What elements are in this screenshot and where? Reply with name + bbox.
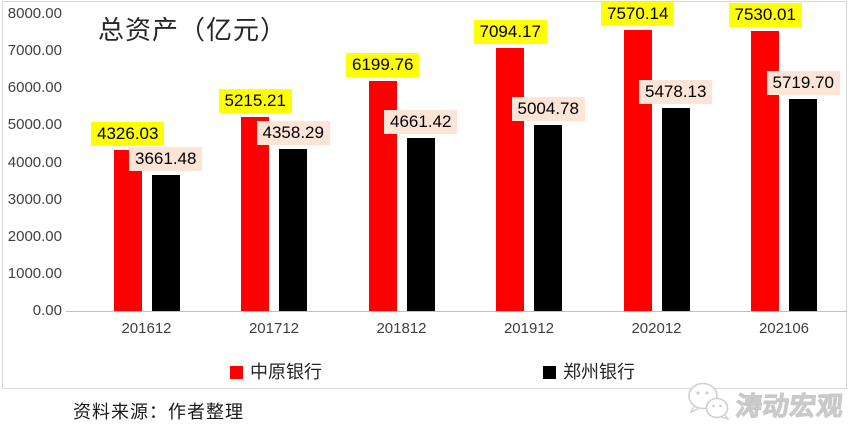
x-axis-tick-label: 201712 — [248, 320, 300, 337]
x-axis-tick-label: 201612 — [121, 320, 172, 337]
bar-zhongyuan-bank-201612 — [113, 150, 142, 311]
bar-zhengzhou-bank-201612 — [151, 175, 180, 311]
legend-label-zhongyuan-bank: 中原银行 — [250, 362, 322, 382]
bar-value-label-zhengzhou-bank-201712: 4358.29 — [256, 121, 330, 146]
legend-swatch-zhongyuan-bank — [230, 365, 243, 379]
legend-swatch-zhengzhou-bank — [543, 365, 556, 379]
y-axis-tick-label: 2000.00 — [7, 227, 62, 245]
y-axis-tick-label: 8000.00 — [7, 5, 62, 22]
legend-label-zhengzhou-bank: 郑州银行 — [563, 362, 635, 382]
bar-value-label-zhongyuan-bank-201912: 7094.17 — [473, 19, 547, 44]
x-axis-tick-label: 201812 — [376, 320, 427, 337]
watermark-text: 涛动宏观 — [734, 392, 846, 422]
x-axis-tick-label: 201912 — [503, 320, 555, 337]
watermark: 涛动宏观 — [684, 380, 846, 429]
x-axis-tick-label: 202012 — [631, 320, 682, 337]
bar-value-label-zhengzhou-bank-202106: 5719.70 — [766, 70, 840, 95]
legend-item-zhongyuan-bank: 中原银行 — [230, 363, 322, 381]
bar-value-label-zhengzhou-bank-201812: 4661.42 — [384, 109, 458, 134]
y-axis-tick-label: 4000.00 — [7, 153, 62, 171]
bar-zhengzhou-bank-202012 — [661, 107, 690, 311]
wechat-icon — [684, 380, 732, 429]
bar-value-label-zhongyuan-bank-201812: 6199.76 — [346, 52, 420, 77]
bar-value-label-zhongyuan-bank-202012: 7570.14 — [601, 1, 675, 26]
legend-item-zhengzhou-bank: 郑州银行 — [543, 363, 635, 381]
x-axis-line — [66, 311, 847, 312]
chart-title: 总资产（亿元） — [98, 16, 288, 45]
bar-value-label-zhongyuan-bank-201712: 5215.21 — [218, 89, 292, 114]
bar-value-label-zhengzhou-bank-201612: 3661.48 — [129, 147, 203, 172]
bar-zhengzhou-bank-201812 — [406, 137, 435, 311]
y-axis-tick-label: 6000.00 — [7, 79, 62, 97]
x-axis-tick-label: 202106 — [758, 320, 810, 337]
bar-zhengzhou-bank-201712 — [279, 149, 307, 311]
y-axis-tick-label: 5000.00 — [7, 116, 62, 134]
bar-value-label-zhongyuan-bank-202106: 7530.01 — [728, 3, 802, 28]
bar-zhongyuan-bank-201712 — [241, 117, 269, 311]
bar-value-label-zhengzhou-bank-201912: 5004.78 — [511, 97, 585, 122]
bar-zhongyuan-bank-202012 — [623, 29, 652, 311]
y-axis-tick-label: 3000.00 — [7, 190, 62, 208]
source-note: 资料来源：作者整理 — [73, 402, 244, 422]
y-axis-tick-label: 7000.00 — [7, 42, 62, 60]
bar-value-label-zhongyuan-bank-201612: 4326.03 — [91, 122, 165, 147]
bar-value-label-zhengzhou-bank-202012: 5478.13 — [639, 79, 713, 104]
bar-zhengzhou-bank-201912 — [534, 125, 562, 311]
y-axis-tick-label: 0.00 — [32, 302, 62, 319]
bar-zhengzhou-bank-202106 — [789, 98, 817, 311]
bar-zhongyuan-bank-201912 — [496, 47, 524, 311]
y-axis-tick-label: 1000.00 — [7, 264, 62, 282]
